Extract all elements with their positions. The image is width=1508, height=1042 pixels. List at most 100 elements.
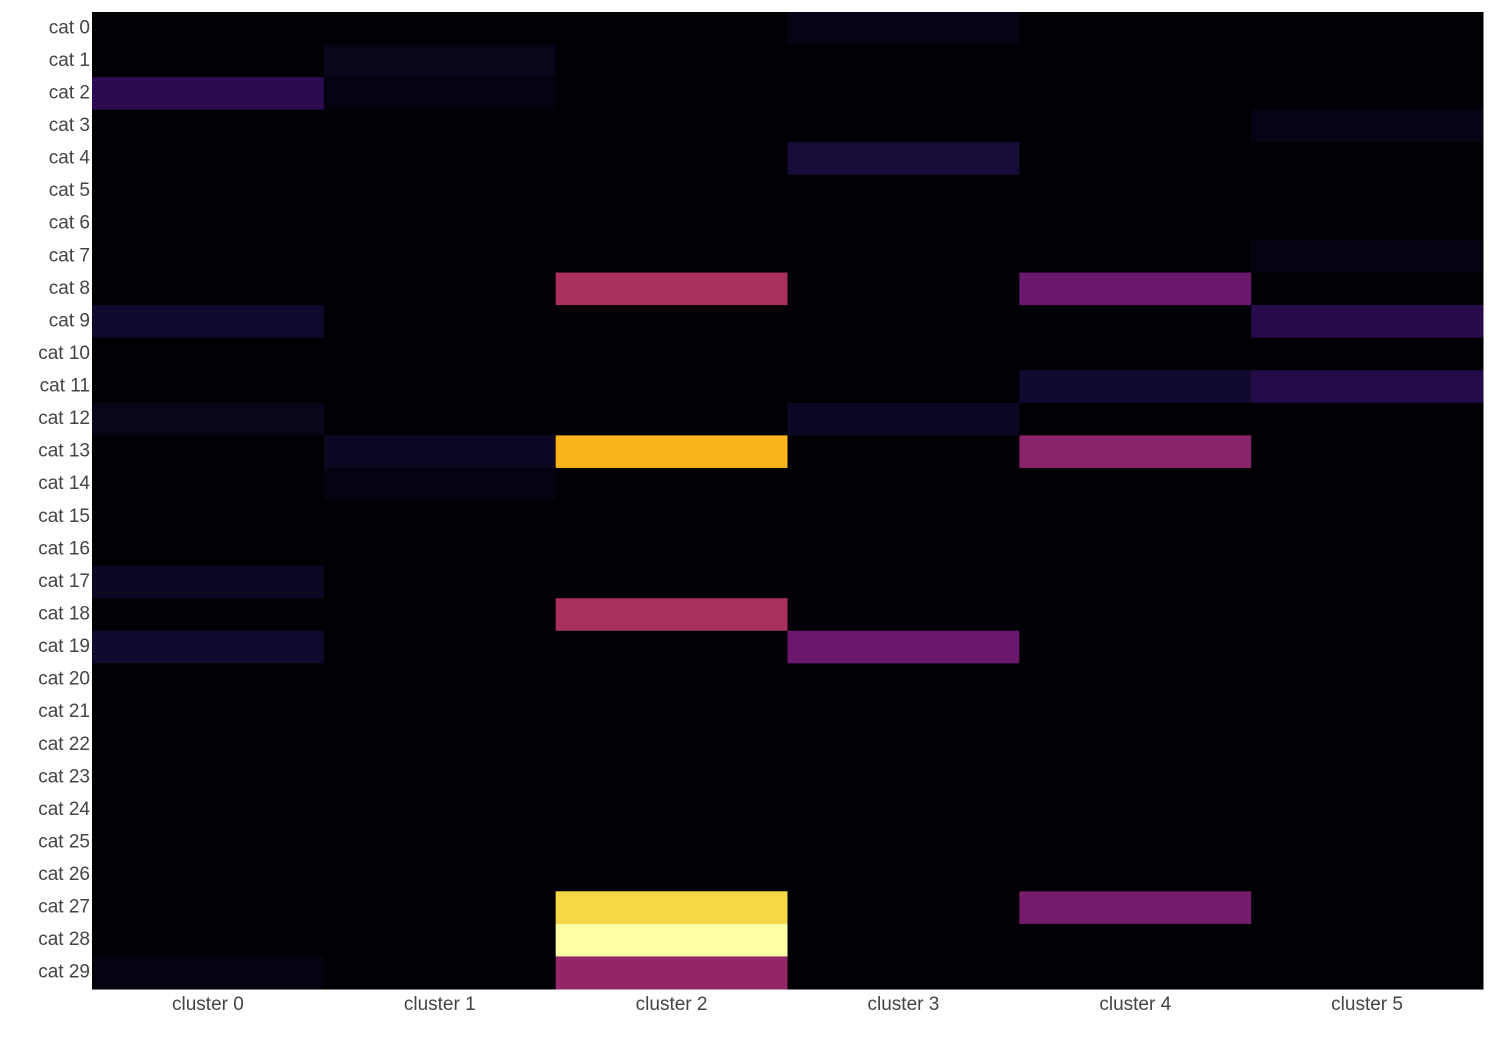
heat-cell	[92, 793, 325, 827]
heat-cell	[323, 923, 557, 957]
heat-cell	[323, 891, 557, 925]
heat-cell	[92, 435, 325, 469]
heat-cell	[555, 467, 788, 501]
heat-cell	[787, 500, 1020, 534]
heat-cell	[323, 956, 557, 990]
heat-cell	[555, 923, 788, 957]
heat-cell	[1251, 891, 1484, 925]
y-tick-label: cat 22	[38, 734, 90, 755]
heat-cell	[1251, 761, 1484, 795]
heat-cell	[323, 174, 557, 208]
heat-cell	[555, 77, 788, 111]
heat-cell	[1019, 533, 1252, 567]
heat-cell	[1019, 598, 1252, 632]
y-tick-label: cat 21	[38, 701, 90, 722]
heat-cell	[1019, 663, 1252, 697]
heat-cell	[323, 370, 557, 404]
y-tick-label: cat 25	[38, 831, 90, 852]
y-tick-label: cat 16	[38, 538, 90, 559]
x-tick-label: cluster 4	[1099, 994, 1171, 1015]
heat-cell	[92, 305, 325, 339]
y-tick-label: cat 24	[38, 799, 90, 820]
heat-cell	[1019, 174, 1252, 208]
heat-cell	[323, 630, 557, 664]
heat-cell	[1251, 12, 1484, 46]
heat-cell	[787, 728, 1020, 762]
heat-cell	[1019, 793, 1252, 827]
heat-cell	[555, 305, 788, 339]
y-tick-label: cat 6	[49, 213, 90, 234]
heat-cell	[1251, 500, 1484, 534]
heat-cell	[555, 370, 788, 404]
heat-cell	[1251, 207, 1484, 241]
heat-cell	[92, 207, 325, 241]
heat-cell	[1019, 44, 1252, 78]
y-tick-label: cat 9	[49, 310, 90, 331]
heat-cell	[323, 12, 557, 46]
heat-cell	[787, 337, 1020, 371]
heat-cell	[555, 728, 788, 762]
heat-cell	[787, 956, 1020, 990]
heat-cell	[92, 402, 325, 436]
heat-cell	[92, 109, 325, 143]
heat-cell	[555, 695, 788, 729]
heat-cell	[787, 305, 1020, 339]
heat-cell	[1251, 467, 1484, 501]
heat-cell	[323, 467, 557, 501]
heat-cell	[1019, 402, 1252, 436]
heat-cell	[92, 858, 325, 892]
heat-cell	[1251, 142, 1484, 176]
heat-cell	[555, 858, 788, 892]
heat-cell	[1019, 12, 1252, 46]
heat-cell	[1019, 207, 1252, 241]
y-tick-label: cat 12	[38, 408, 90, 429]
heat-cell	[787, 207, 1020, 241]
heat-cell	[787, 12, 1020, 46]
heat-cell	[787, 77, 1020, 111]
heat-cell	[1251, 109, 1484, 143]
heat-cell	[1251, 77, 1484, 111]
heat-cell	[92, 44, 325, 78]
heat-cell	[1251, 630, 1484, 664]
heat-cell	[555, 12, 788, 46]
heat-cell	[323, 500, 557, 534]
heat-cell	[1019, 305, 1252, 339]
heat-cell	[787, 663, 1020, 697]
heat-cell	[555, 533, 788, 567]
heat-cell	[323, 761, 557, 795]
heat-cell	[1251, 663, 1484, 697]
heat-cell	[323, 565, 557, 599]
y-tick-label: cat 18	[38, 603, 90, 624]
heat-cell	[92, 761, 325, 795]
heat-cell	[555, 402, 788, 436]
y-tick-label: cat 1	[49, 50, 90, 71]
heat-cell	[787, 272, 1020, 306]
heat-cell	[92, 826, 325, 860]
heat-cell	[92, 174, 325, 208]
heat-cell	[787, 630, 1020, 664]
heat-cell	[323, 44, 557, 78]
heat-cell	[555, 565, 788, 599]
heat-cell	[323, 598, 557, 632]
heat-cell	[323, 305, 557, 339]
y-tick-label: cat 15	[38, 506, 90, 527]
heat-cell	[323, 337, 557, 371]
x-tick-label: cluster 3	[868, 994, 940, 1015]
heat-cell	[1251, 598, 1484, 632]
heat-cell	[1019, 956, 1252, 990]
heat-cell	[323, 695, 557, 729]
heat-cell	[1019, 923, 1252, 957]
heat-cell	[555, 272, 788, 306]
y-tick-label: cat 3	[49, 115, 90, 136]
y-tick-label: cat 11	[40, 376, 90, 397]
heat-cell	[1251, 337, 1484, 371]
heat-cell	[1019, 435, 1252, 469]
heat-cell	[555, 109, 788, 143]
heat-cell	[787, 44, 1020, 78]
heat-cell	[92, 500, 325, 534]
heat-cell	[787, 174, 1020, 208]
heat-cell	[1019, 630, 1252, 664]
heat-cell	[787, 826, 1020, 860]
heat-cell	[1019, 272, 1252, 306]
x-tick-label: cluster 0	[172, 994, 244, 1015]
